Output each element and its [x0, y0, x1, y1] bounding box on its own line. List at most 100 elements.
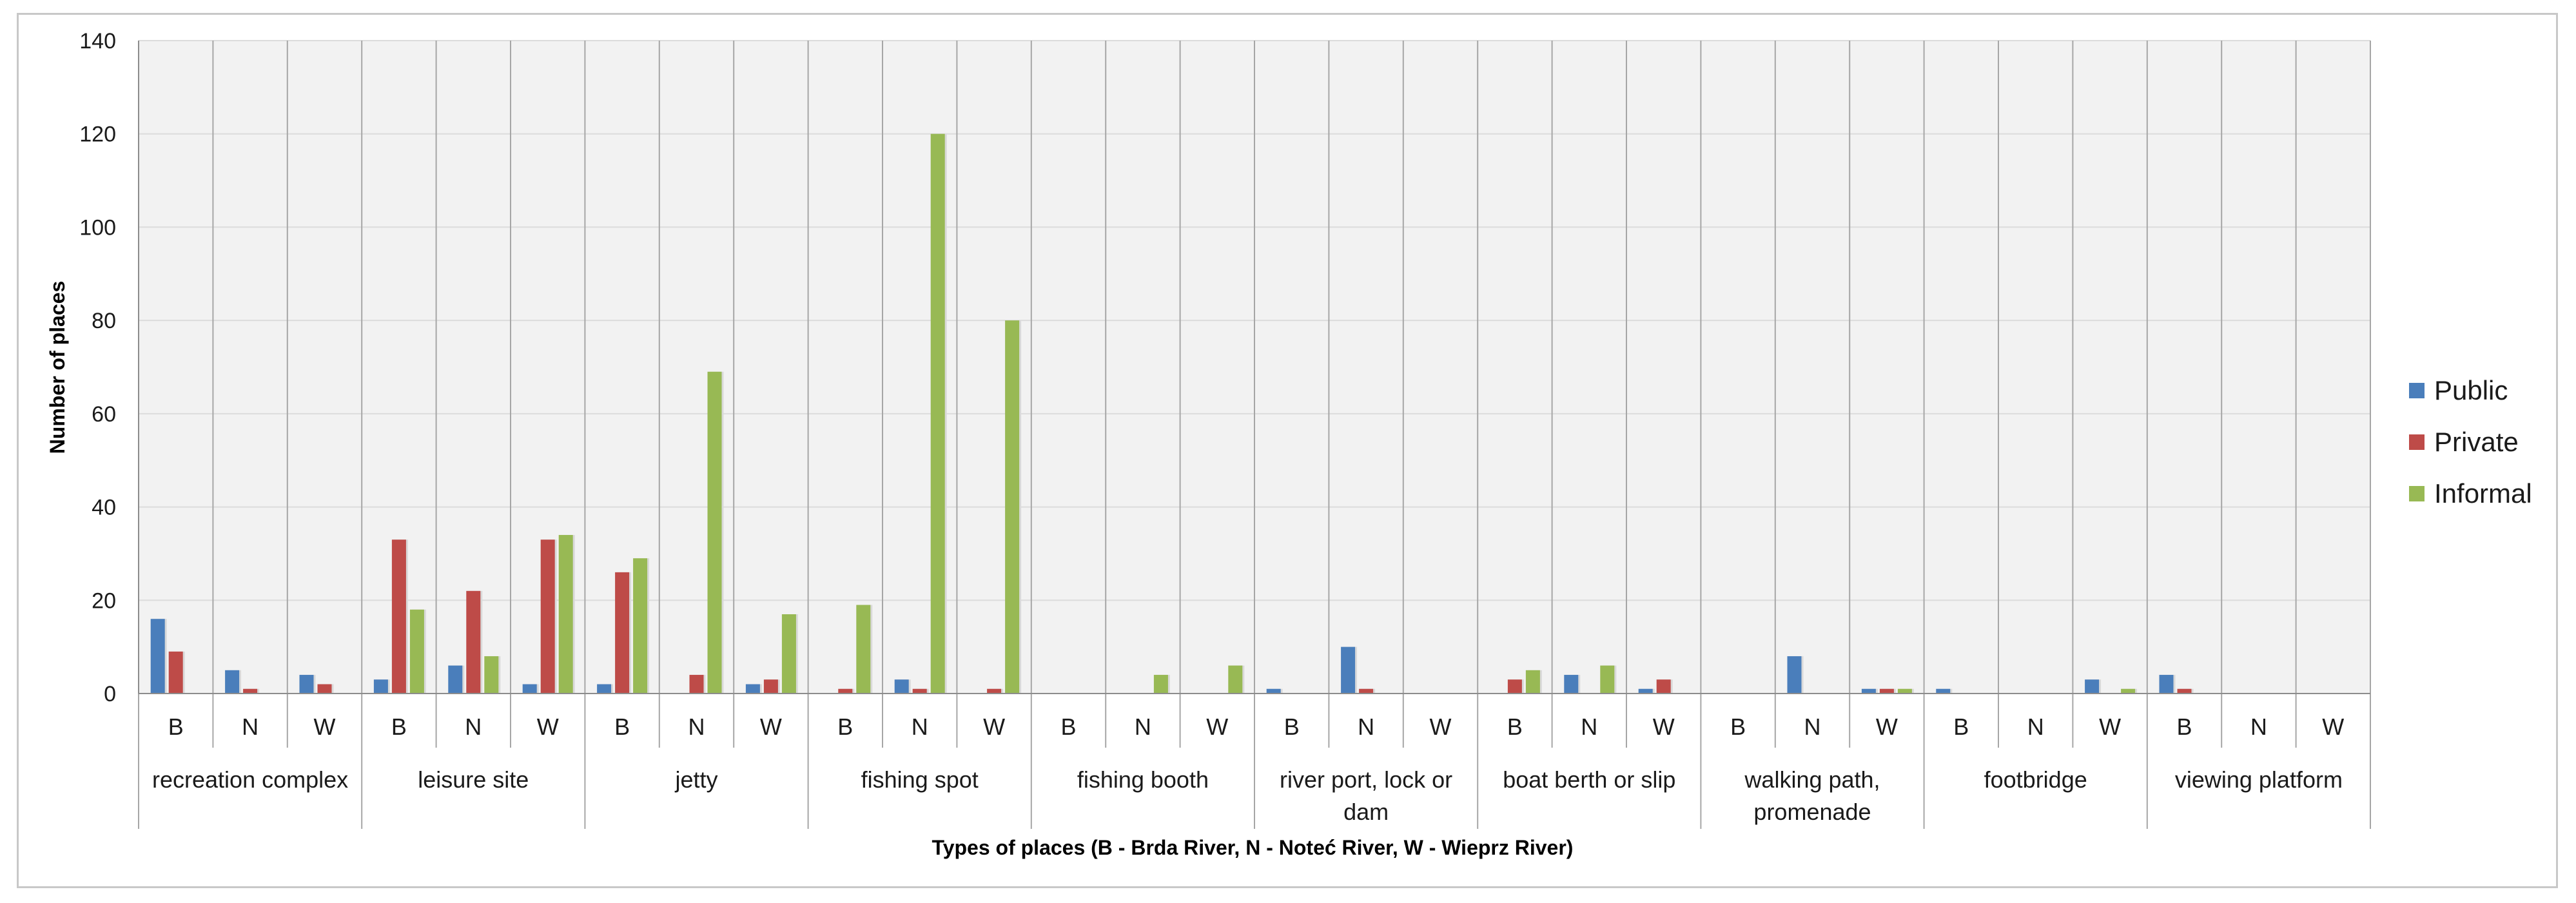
- y-tick-labels: 0 20 40 60 80 100 120 140: [79, 29, 116, 706]
- bar-private: [466, 590, 481, 694]
- x-category-label: river port, lock or: [1280, 766, 1452, 793]
- x-sub-label: B: [614, 714, 630, 740]
- bars: [150, 133, 2194, 694]
- bar-public: [1936, 688, 1951, 694]
- bar-private: [540, 539, 555, 694]
- x-sub-label: B: [1507, 714, 1523, 740]
- y-tick-label: 120: [79, 122, 116, 147]
- x-sub-label: N: [242, 714, 259, 740]
- x-sub-label: W: [983, 714, 1005, 740]
- x-category-label: fishing booth: [1077, 766, 1209, 793]
- x-category-label: jetty: [674, 766, 717, 793]
- bar-informal: [409, 609, 424, 694]
- y-tick-label: 60: [92, 402, 116, 427]
- bar-public: [448, 665, 463, 694]
- x-category-labels: recreation complex leisure site jetty fishi…: [152, 766, 2343, 825]
- x-sub-label: B: [391, 714, 407, 740]
- legend-swatch-private: [2409, 434, 2425, 450]
- y-tick-label: 80: [92, 309, 116, 333]
- legend-label-informal: Informal: [2434, 478, 2532, 509]
- category-dividers: [138, 41, 2371, 829]
- legend-swatch-public: [2409, 383, 2425, 398]
- bar-public: [597, 684, 612, 694]
- bar-private: [763, 679, 778, 694]
- bar-private: [1359, 688, 1374, 694]
- bar-informal: [781, 614, 796, 694]
- x-category-label: boat berth or slip: [1503, 766, 1675, 793]
- y-tick-label: 20: [92, 588, 116, 613]
- bar-private: [391, 539, 406, 694]
- bar-public: [150, 619, 165, 694]
- x-sub-label: N: [1804, 714, 1821, 740]
- bar-public: [522, 684, 537, 694]
- bar-informal: [856, 605, 871, 694]
- bar-public: [2085, 679, 2100, 694]
- x-axis-title: Types of places (B - Brda River, N - Not…: [932, 836, 1574, 859]
- bar-informal: [633, 558, 648, 694]
- y-tick-label: 140: [79, 29, 116, 53]
- x-sub-label: N: [1135, 714, 1151, 740]
- bar-private: [243, 688, 258, 694]
- bar-private: [2177, 688, 2192, 694]
- legend-label-public: Public: [2434, 375, 2508, 405]
- x-sub-label: W: [760, 714, 782, 740]
- bar-private: [615, 572, 630, 694]
- x-category-label: walking path,: [1744, 766, 1880, 793]
- bar-public: [1266, 688, 1281, 694]
- bar-public: [1861, 688, 1876, 694]
- y-tick-label: 40: [92, 496, 116, 520]
- x-sub-label: B: [1060, 714, 1076, 740]
- x-sub-label: B: [837, 714, 853, 740]
- x-sub-label: N: [688, 714, 705, 740]
- x-category-label: fishing spot: [861, 766, 979, 793]
- x-category-label: leisure site: [418, 766, 529, 793]
- x-sub-label: W: [1430, 714, 1452, 740]
- bar-private: [1879, 688, 1894, 694]
- bar-public: [1638, 688, 1653, 694]
- bar-private: [987, 688, 1002, 694]
- x-sub-label: N: [2250, 714, 2267, 740]
- bar-public: [1787, 656, 1802, 694]
- bar-informal: [1600, 665, 1615, 694]
- x-sub-label: W: [2099, 714, 2121, 740]
- bar-public: [1341, 646, 1356, 694]
- x-sub-label: N: [465, 714, 482, 740]
- bar-private: [1507, 679, 1522, 694]
- bar-informal: [484, 656, 499, 694]
- bar-public: [745, 684, 760, 694]
- bar-private: [912, 688, 927, 694]
- x-sub-label: W: [2322, 714, 2344, 740]
- y-axis-title: Number of places: [46, 281, 69, 454]
- x-sub-label: B: [1730, 714, 1746, 740]
- axes: [138, 41, 2370, 694]
- bar-public: [225, 670, 240, 694]
- y-tick-label: 0: [104, 682, 116, 706]
- bar-private: [317, 684, 332, 694]
- bar-informal: [1525, 670, 1540, 694]
- x-sub-label: N: [2027, 714, 2044, 740]
- bar-informal: [558, 534, 573, 694]
- bar-informal: [2121, 688, 2136, 694]
- x-sub-label: W: [1653, 714, 1675, 740]
- legend-swatch-informal: [2409, 486, 2425, 501]
- bar-informal: [1897, 688, 1912, 694]
- x-category-label: promenade: [1753, 799, 1871, 825]
- bar-public: [894, 679, 909, 694]
- bar-informal: [1005, 320, 1020, 694]
- x-category-label: viewing platform: [2175, 766, 2343, 793]
- x-sub-label: B: [2176, 714, 2192, 740]
- x-sub-label: W: [1876, 714, 1898, 740]
- x-sub-label: B: [168, 714, 184, 740]
- x-sub-label: W: [537, 714, 559, 740]
- bar-informal: [707, 371, 722, 694]
- x-sub-label: B: [1284, 714, 1300, 740]
- bar-private: [689, 675, 704, 694]
- bar-public: [299, 675, 314, 694]
- y-tick-label: 100: [79, 215, 116, 240]
- x-category-label: dam: [1343, 799, 1389, 825]
- legend: Public Private Informal: [2409, 375, 2532, 509]
- x-sub-label: B: [1953, 714, 1969, 740]
- x-category-label: footbridge: [1984, 766, 2087, 793]
